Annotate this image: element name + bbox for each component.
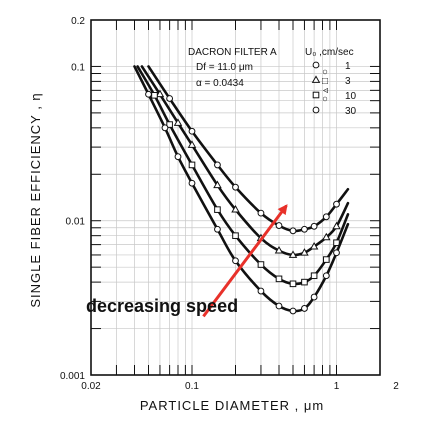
series-10 (136, 65, 350, 288)
data-point (300, 248, 309, 256)
axis-ticks: 0.02 0.1 1 2 0.2 0.1 0.01 0.001 (60, 16, 399, 392)
data-point (275, 275, 283, 283)
data-point (310, 222, 318, 230)
data-point (333, 249, 340, 257)
data-point (322, 213, 330, 221)
data-point (187, 140, 197, 148)
legend: DACRON FILTER A Df = 11.0 μm α = 0.0434 … (188, 47, 357, 117)
series-line (147, 65, 350, 233)
x-tick-label: 2 (393, 381, 399, 392)
data-point (323, 256, 330, 263)
data-point (174, 153, 182, 161)
data-point (275, 222, 283, 229)
data-point (231, 205, 240, 213)
data-point (310, 272, 318, 280)
y-tick-label: 0.001 (60, 371, 85, 382)
legend-entries: 1 3 10 30 (311, 61, 357, 117)
legend-rotated-marker-1: ○ (320, 96, 331, 102)
gridlines (91, 20, 380, 375)
series-30 (133, 65, 350, 315)
data-point (173, 118, 183, 126)
y-tick-label: 0.1 (71, 62, 85, 73)
data-series (133, 65, 350, 315)
data-point (166, 121, 173, 128)
legend-title: DACRON FILTER A (188, 47, 277, 58)
x-tick-label: 0.02 (81, 381, 101, 392)
legend-marker (312, 106, 320, 114)
data-point (322, 272, 330, 280)
data-point (322, 232, 331, 241)
y-axis-title: SINGLE FIBER EFFICIENCY , η (28, 92, 43, 307)
data-point (333, 200, 340, 208)
legend-param-alpha: α = 0.0434 (196, 78, 244, 89)
data-point (289, 227, 297, 235)
data-point (232, 257, 239, 265)
legend-column-header: U₀ ,cm/sec (305, 47, 354, 58)
data-point (188, 161, 196, 169)
data-point (289, 307, 297, 315)
legend-rotated-markers: ○ ▵ □ ○ (320, 69, 331, 102)
data-point (188, 127, 196, 135)
data-point (214, 225, 221, 233)
data-point (166, 95, 174, 102)
data-point (188, 179, 196, 187)
decreasing-speed-label: decreasing speed (86, 296, 238, 316)
data-point (232, 183, 239, 191)
data-point (288, 250, 298, 258)
x-tick-label: 1 (334, 381, 340, 392)
legend-marker (312, 91, 320, 99)
data-point (161, 124, 169, 132)
data-point (289, 280, 297, 288)
data-point (257, 209, 265, 217)
legend-marker (311, 75, 321, 83)
data-point (257, 287, 265, 295)
legend-rotated-marker-2: ▵ (320, 88, 331, 93)
data-point (214, 161, 221, 169)
data-point (151, 92, 158, 99)
data-point (275, 302, 283, 310)
data-point (332, 221, 341, 230)
y-tick-label: 0.01 (66, 217, 86, 228)
series-1 (147, 65, 350, 235)
data-point (232, 232, 239, 239)
data-point (301, 278, 308, 286)
legend-value: 10 (345, 91, 357, 102)
data-point (257, 261, 265, 268)
data-point (145, 90, 152, 98)
data-point (213, 180, 222, 189)
data-point (214, 206, 221, 213)
x-axis-title: PARTICLE DIAMETER , μm (140, 398, 324, 413)
data-point (310, 293, 318, 301)
legend-rotated-marker-4: ○ (320, 69, 331, 75)
legend-value: 30 (345, 106, 357, 117)
legend-value: 1 (345, 61, 351, 72)
decreasing-speed-arrow (202, 204, 288, 318)
series-3 (140, 65, 350, 258)
data-point (301, 305, 308, 312)
x-tick-label: 0.1 (185, 381, 199, 392)
data-point (301, 225, 308, 233)
legend-rotated-marker-3: □ (320, 78, 331, 84)
legend-marker (312, 61, 320, 69)
data-point (274, 246, 284, 254)
legend-value: 3 (345, 76, 351, 87)
legend-param-diameter: Df = 11.0 μm (196, 62, 253, 73)
data-point (309, 241, 319, 250)
y-tick-label: 0.2 (71, 16, 85, 27)
data-point (155, 89, 165, 98)
